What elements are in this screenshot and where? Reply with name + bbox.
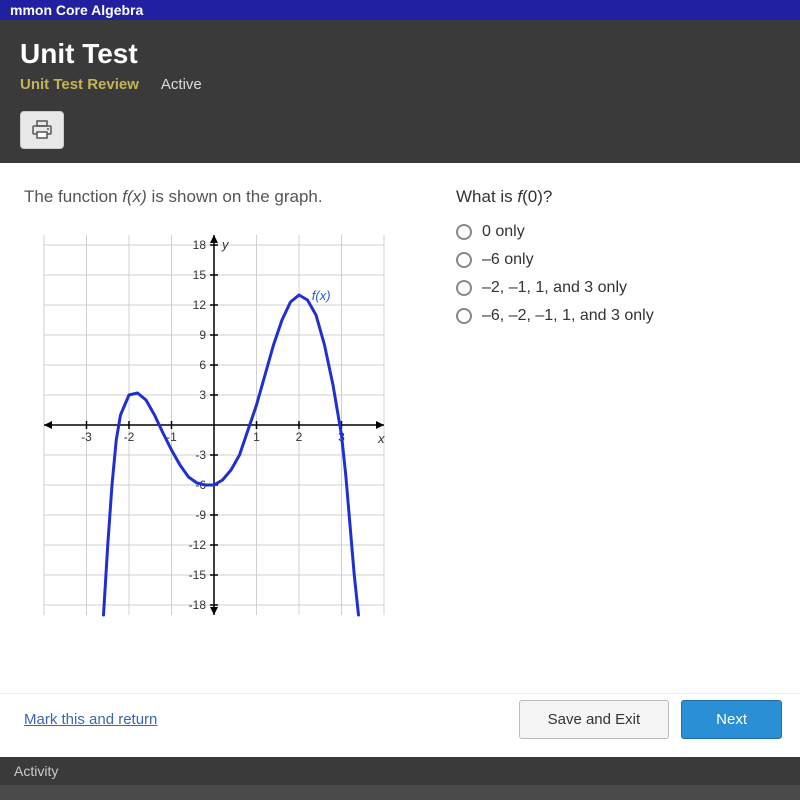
svg-text:12: 12: [193, 298, 207, 312]
option-label: –6, –2, –1, 1, and 3 only: [482, 307, 654, 325]
svg-text:x: x: [377, 431, 385, 446]
tab-review[interactable]: Unit Test Review: [20, 76, 139, 93]
footer: Mark this and return Save and Exit Next: [0, 693, 800, 757]
option-3[interactable]: –6, –2, –1, 1, and 3 only: [456, 307, 776, 325]
header: Unit Test Unit Test Review Active: [0, 20, 800, 101]
function-graph: -3-2-1123181512963-3-6-9-12-15-18xyf(x): [24, 225, 404, 625]
option-label: –2, –1, 1, and 3 only: [482, 279, 627, 297]
option-label: –6 only: [482, 251, 534, 269]
save-exit-button[interactable]: Save and Exit: [519, 700, 670, 739]
right-column: What is f(0)? 0 only –6 only –2, –1, 1, an…: [456, 187, 776, 683]
svg-text:9: 9: [199, 328, 206, 342]
activity-bar: Activity: [0, 757, 800, 785]
svg-text:-3: -3: [195, 448, 206, 462]
radio-icon[interactable]: [456, 252, 472, 268]
radio-icon[interactable]: [456, 280, 472, 296]
svg-text:-2: -2: [124, 430, 135, 444]
prompt-text: The function f(x) is shown on the graph.: [24, 187, 416, 207]
svg-text:18: 18: [193, 238, 207, 252]
mark-return-link[interactable]: Mark this and return: [24, 711, 157, 728]
course-name: mmon Core Algebra: [10, 2, 143, 18]
option-1[interactable]: –6 only: [456, 251, 776, 269]
next-button[interactable]: Next: [681, 700, 782, 739]
svg-text:-18: -18: [189, 598, 207, 612]
svg-text:15: 15: [193, 268, 207, 282]
radio-icon[interactable]: [456, 308, 472, 324]
svg-text:1: 1: [253, 430, 260, 444]
footer-buttons: Save and Exit Next: [519, 700, 782, 739]
svg-text:6: 6: [199, 358, 206, 372]
left-column: The function f(x) is shown on the graph.…: [24, 187, 416, 683]
question-text: What is f(0)?: [456, 187, 776, 207]
printer-icon: [31, 120, 53, 140]
option-2[interactable]: –2, –1, 1, and 3 only: [456, 279, 776, 297]
option-label: 0 only: [482, 223, 525, 241]
course-bar: mmon Core Algebra: [0, 0, 800, 20]
answer-options: 0 only –6 only –2, –1, 1, and 3 only –6, –2…: [456, 223, 776, 325]
svg-text:2: 2: [296, 430, 303, 444]
toolbar: [0, 101, 800, 163]
svg-text:-9: -9: [195, 508, 206, 522]
radio-icon[interactable]: [456, 224, 472, 240]
svg-text:-3: -3: [81, 430, 92, 444]
svg-text:-15: -15: [189, 568, 207, 582]
activity-label: Activity: [14, 763, 58, 779]
content-area: The function f(x) is shown on the graph.…: [0, 163, 800, 693]
page-title: Unit Test: [20, 38, 780, 70]
svg-text:-12: -12: [189, 538, 207, 552]
print-button[interactable]: [20, 111, 64, 149]
tab-active[interactable]: Active: [161, 76, 202, 93]
option-0[interactable]: 0 only: [456, 223, 776, 241]
svg-text:f(x): f(x): [312, 288, 331, 303]
sub-nav: Unit Test Review Active: [20, 76, 780, 93]
svg-text:3: 3: [199, 388, 206, 402]
